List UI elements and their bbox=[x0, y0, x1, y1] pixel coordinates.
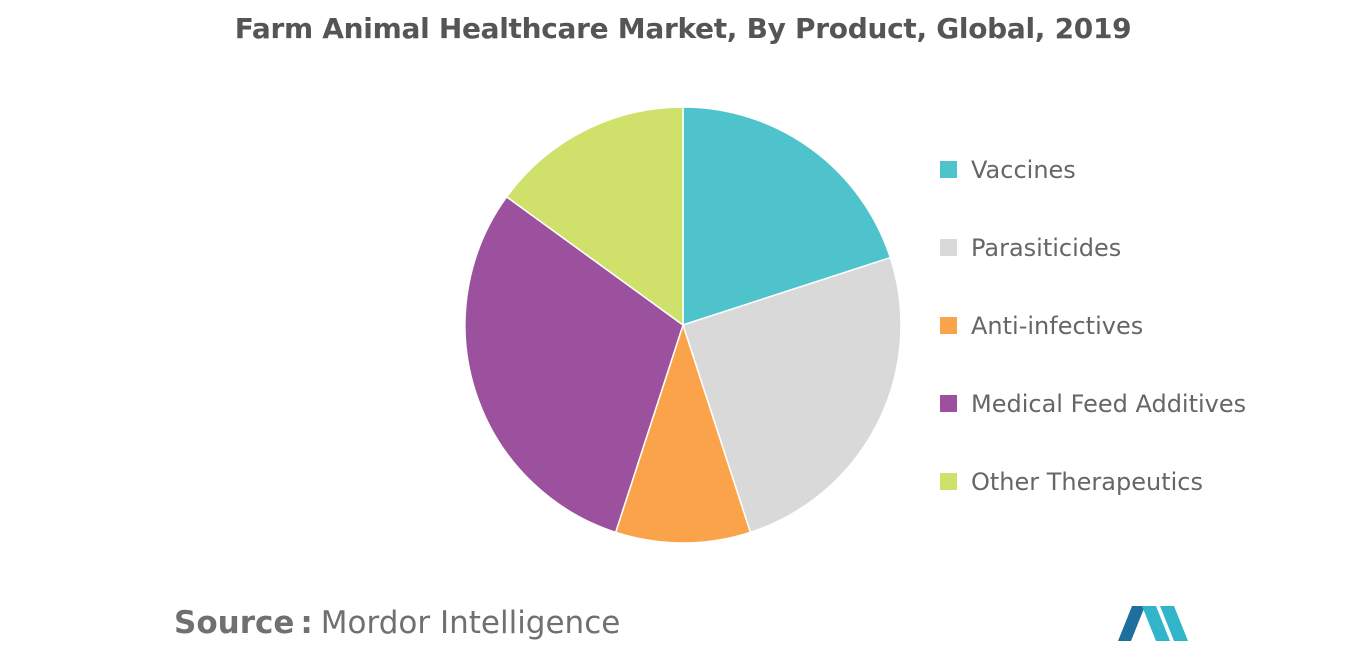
legend-label: Anti-infectives bbox=[971, 312, 1144, 340]
source-separator: : bbox=[300, 605, 313, 641]
pie-slice-medical-feed-additives bbox=[464, 195, 684, 534]
legend-item-medical-feed-additives: Medical Feed Additives bbox=[940, 382, 1246, 460]
legend-item-anti-infectives: Anti-infectives bbox=[940, 304, 1246, 382]
legend-item-parasiticides: Parasiticides bbox=[940, 226, 1246, 304]
legend-swatch bbox=[940, 473, 957, 490]
legend-label: Other Therapeutics bbox=[971, 468, 1203, 496]
logo-right-shape bbox=[1160, 606, 1188, 641]
legend-item-other-therapeutics: Other Therapeutics bbox=[940, 460, 1246, 538]
chart-title: Farm Animal Healthcare Market, By Produc… bbox=[234, 12, 1132, 45]
legend-swatch bbox=[940, 395, 957, 412]
pie-slice-vaccines bbox=[682, 106, 892, 327]
legend: Vaccines Parasiticides Anti-infectives Medi… bbox=[940, 148, 1246, 538]
legend-label: Parasiticides bbox=[971, 234, 1122, 262]
pie-slices bbox=[464, 106, 902, 544]
mordor-intelligence-logo-icon bbox=[1118, 606, 1188, 641]
source-note: Source: Mordor Intelligence bbox=[174, 605, 620, 641]
legend-swatch bbox=[940, 239, 957, 256]
legend-label: Medical Feed Additives bbox=[971, 390, 1247, 418]
legend-label: Vaccines bbox=[971, 156, 1076, 184]
legend-swatch bbox=[940, 317, 957, 334]
legend-swatch bbox=[940, 161, 957, 178]
legend-item-vaccines: Vaccines bbox=[940, 148, 1246, 226]
pie-slice-anti-infectives bbox=[614, 322, 752, 544]
source-label: Source bbox=[174, 605, 295, 641]
logo-middle-shape bbox=[1142, 606, 1170, 641]
logo-left-shape bbox=[1118, 606, 1145, 641]
source-text: Mordor Intelligence bbox=[320, 605, 621, 641]
pie-slice-parasiticides bbox=[682, 256, 902, 534]
pie-slice-other-therapeutics bbox=[505, 106, 684, 327]
